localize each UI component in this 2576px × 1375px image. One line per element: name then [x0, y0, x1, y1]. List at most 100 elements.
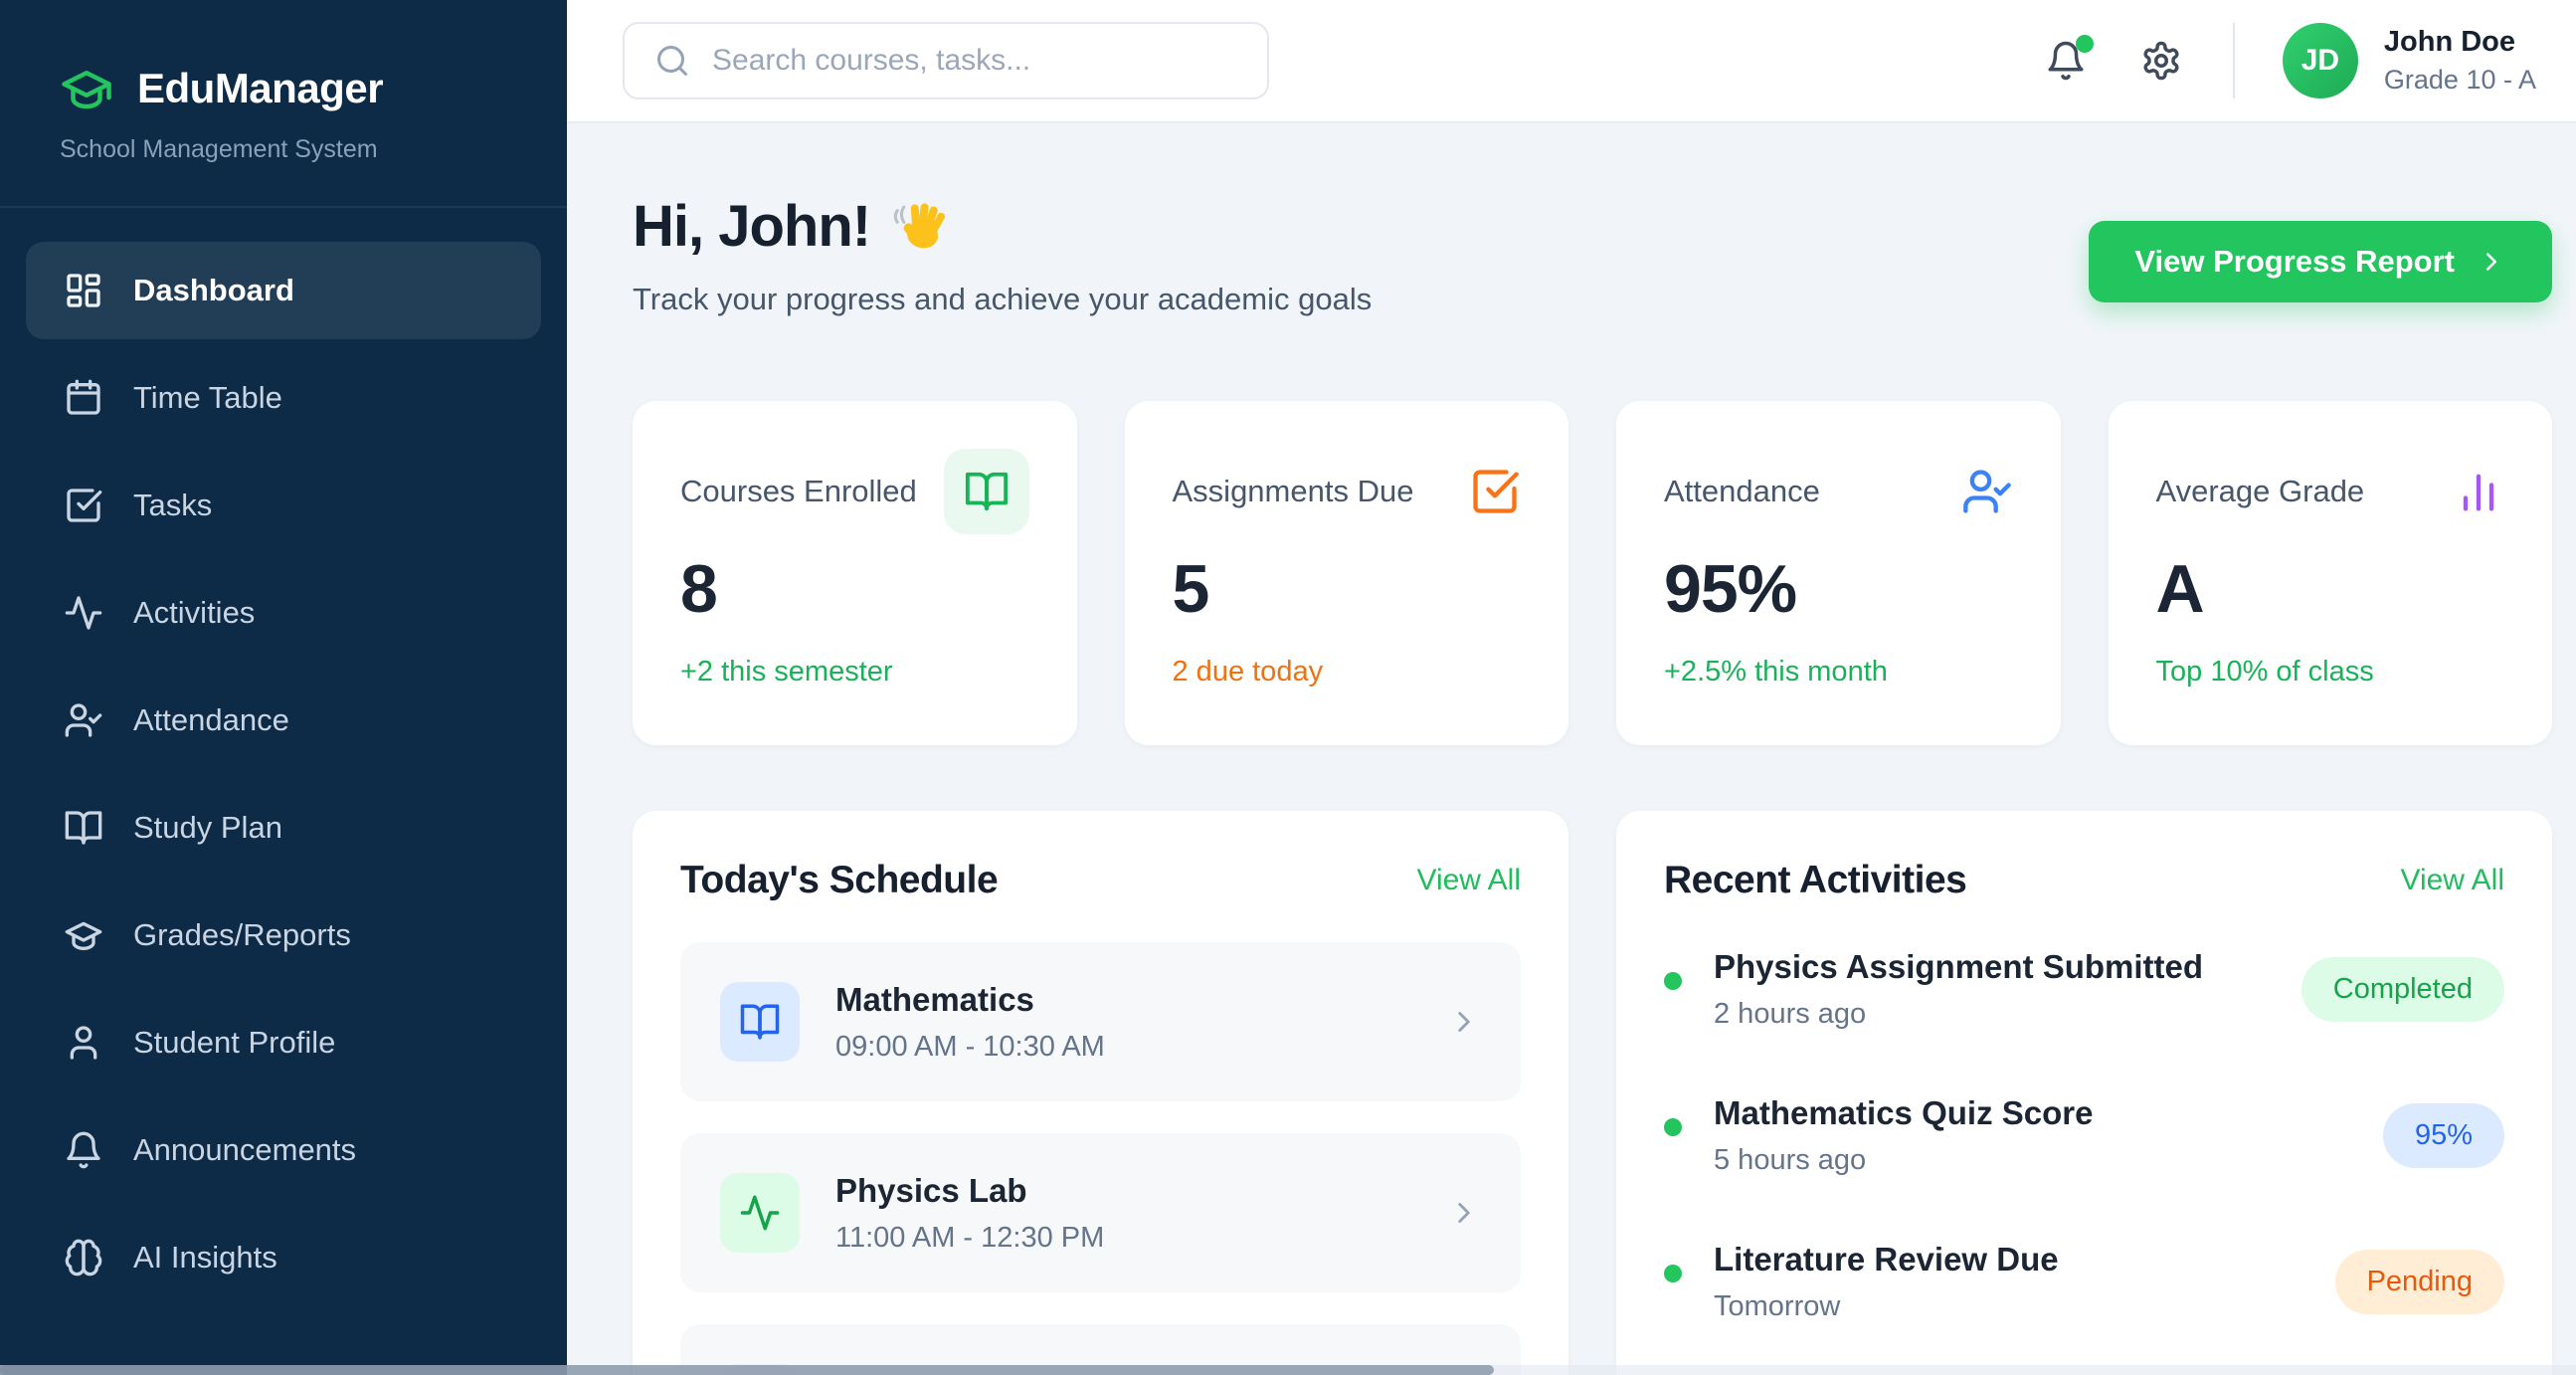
- sidebar-item-activities[interactable]: Activities: [26, 564, 541, 662]
- main-column: JD John Doe Grade 10 - A Hi, John!: [567, 0, 2576, 1375]
- status-badge: Completed: [2300, 957, 2504, 1022]
- subject-icon-chip: [720, 982, 800, 1062]
- sidebar-nav: Dashboard Time Table Tasks Activities: [0, 208, 567, 1306]
- dashboard-content: Hi, John!: [567, 123, 2576, 1375]
- bar-chart-icon: [2463, 474, 2494, 511]
- sidebar-item-grades-reports[interactable]: Grades/Reports: [26, 886, 541, 984]
- sidebar-item-ai-insights[interactable]: AI Insights: [26, 1209, 541, 1306]
- search-input[interactable]: [712, 44, 1237, 78]
- sidebar-item-dashboard[interactable]: Dashboard: [26, 242, 541, 339]
- activity-item-mathematics-quiz: Mathematics Quiz Score 5 hours ago 95%: [1664, 1094, 2504, 1177]
- sidebar-item-label: Tasks: [133, 488, 213, 522]
- stat-delta: +2.5% this month: [1664, 656, 1888, 688]
- check-square-icon: [67, 489, 102, 522]
- view-progress-report-button[interactable]: View Progress Report: [2089, 221, 2552, 302]
- sidebar: EduManager School Management System Dash…: [0, 0, 567, 1375]
- stat-card-courses-enrolled: Courses Enrolled 8 +2 this semester: [633, 401, 1077, 745]
- panels-row: Today's Schedule View All Mathematics: [633, 811, 2552, 1375]
- notification-dot: [2075, 35, 2094, 53]
- user-check-icon: [65, 703, 102, 737]
- schedule-item-title: Mathematics: [835, 980, 1034, 1018]
- todays-schedule-panel: Today's Schedule View All Mathematics: [633, 811, 1568, 1375]
- topbar-divider: [2232, 23, 2235, 98]
- status-badge: Pending: [2334, 1250, 2504, 1314]
- stat-value: 5: [1172, 551, 1210, 627]
- search-box: [623, 22, 1269, 99]
- status-dot: [1664, 972, 1682, 990]
- activity-title: Mathematics Quiz Score: [1714, 1094, 2094, 1131]
- activity-icon: [740, 1195, 780, 1231]
- stat-label: Courses Enrolled: [680, 474, 917, 508]
- user-info: John Doe Grade 10 - A: [2384, 26, 2536, 96]
- panel-title: Recent Activities: [1664, 859, 1967, 901]
- stat-card-average-grade: Average Grade A Top 10% of class: [2108, 401, 2552, 745]
- status-dot: [1664, 1118, 1682, 1136]
- brand: EduManager School Management System: [0, 0, 567, 164]
- sidebar-item-attendance[interactable]: Attendance: [26, 672, 541, 769]
- greeting-text: Hi, John!: [633, 193, 1372, 317]
- schedule-item-time: 09:00 AM - 10:30 AM: [835, 1030, 1105, 1063]
- user-icon: [70, 1026, 97, 1060]
- book-open-icon: [65, 811, 102, 845]
- stat-delta: 2 due today: [1172, 656, 1324, 688]
- app-subtitle: School Management System: [60, 135, 378, 163]
- book-open-icon: [740, 1004, 780, 1040]
- stats-row: Courses Enrolled 8 +2 this semester Assi…: [633, 401, 2552, 745]
- user-menu[interactable]: JD John Doe Grade 10 - A: [2282, 23, 2536, 98]
- dashboard-icon: [67, 274, 100, 307]
- book-open-icon: [965, 472, 1008, 511]
- page-title: Hi, John!: [633, 193, 1372, 260]
- scrollbar-thumb[interactable]: [0, 1365, 1495, 1375]
- subject-icon-chip: [720, 1173, 800, 1253]
- sidebar-item-label: Time Table: [133, 380, 282, 415]
- stat-label: Assignments Due: [1172, 474, 1414, 508]
- sidebar-item-time-table[interactable]: Time Table: [26, 349, 541, 447]
- user-check-icon: [1962, 470, 2011, 513]
- chevron-right-icon: [2486, 253, 2496, 271]
- activity-item-literature-review: Literature Review Due Tomorrow Pending: [1664, 1241, 2504, 1323]
- status-dot: [1664, 1265, 1682, 1282]
- activities-view-all-link[interactable]: View All: [2400, 864, 2504, 896]
- schedule-item-mathematics[interactable]: Mathematics 09:00 AM - 10:30 AM: [680, 942, 1521, 1101]
- notifications-button[interactable]: [2042, 35, 2094, 85]
- recent-activities-panel: Recent Activities View All Physics Assig…: [1616, 811, 2552, 1375]
- stat-value: 95%: [1664, 551, 1797, 627]
- user-grade: Grade 10 - A: [2383, 65, 2536, 95]
- sidebar-item-announcements[interactable]: Announcements: [26, 1101, 541, 1199]
- waving-hand-icon: [893, 202, 946, 248]
- sidebar-item-study-plan[interactable]: Study Plan: [26, 779, 541, 877]
- activities-list: Physics Assignment Submitted 2 hours ago…: [1664, 948, 2504, 1323]
- stat-icon-chip: [943, 449, 1029, 534]
- sidebar-item-label: Activities: [133, 595, 256, 630]
- schedule-item-physics-lab[interactable]: Physics Lab 11:00 AM - 12:30 PM: [680, 1133, 1521, 1292]
- sidebar-item-label: Study Plan: [133, 810, 282, 845]
- gear-icon: [2143, 41, 2179, 81]
- sidebar-item-label: Dashboard: [133, 273, 294, 307]
- app-title: EduManager: [137, 65, 384, 111]
- stat-label: Attendance: [1664, 474, 1820, 508]
- schedule-list: Mathematics 09:00 AM - 10:30 AM: [680, 942, 1521, 1375]
- bell-icon: [2048, 41, 2084, 81]
- topbar: JD John Doe Grade 10 - A: [567, 0, 2576, 123]
- horizontal-scrollbar[interactable]: [0, 1365, 2576, 1375]
- status-badge: 95%: [2382, 1103, 2504, 1168]
- sidebar-item-label: Announcements: [133, 1132, 357, 1167]
- graduation-cap-icon: [65, 921, 102, 950]
- avatar: JD: [2282, 23, 2358, 98]
- activity-icon: [65, 596, 102, 630]
- check-square-icon: [1473, 470, 1519, 513]
- sidebar-item-label: Grades/Reports: [133, 917, 351, 952]
- schedule-view-all-link[interactable]: View All: [1416, 864, 1521, 896]
- stat-value: 8: [680, 551, 718, 627]
- topbar-actions: JD John Doe Grade 10 - A: [2042, 23, 2536, 98]
- activity-time: 5 hours ago: [1714, 1144, 1867, 1176]
- sidebar-item-student-profile[interactable]: Student Profile: [26, 994, 541, 1091]
- sidebar-item-tasks[interactable]: Tasks: [26, 457, 541, 554]
- panel-title: Today's Schedule: [680, 859, 999, 901]
- settings-button[interactable]: [2137, 37, 2185, 85]
- activity-time: 2 hours ago: [1714, 998, 1867, 1030]
- sidebar-item-label: AI Insights: [133, 1240, 277, 1275]
- cta-label: View Progress Report: [2134, 244, 2455, 279]
- chevron-right-icon: [1458, 1203, 1470, 1223]
